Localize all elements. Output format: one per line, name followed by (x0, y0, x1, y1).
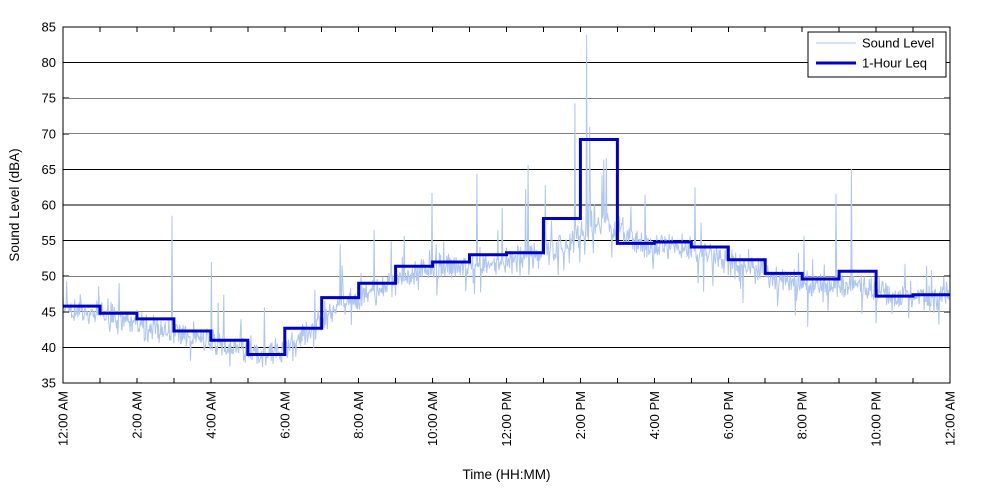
x-tick-label: 8:00 AM (351, 391, 366, 439)
y-tick-label: 70 (42, 126, 56, 141)
y-tick-label: 60 (42, 198, 56, 213)
x-tick-label: 6:00 PM (721, 391, 736, 439)
x-tick-label: 6:00 AM (277, 391, 292, 439)
y-tick-label: 65 (42, 162, 56, 177)
axis-ticks (62, 26, 951, 384)
y-tick-label: 85 (42, 20, 56, 35)
y-tick-label: 45 (42, 304, 56, 319)
legend-box (807, 31, 947, 78)
x-tick-label: 4:00 PM (647, 391, 662, 439)
legend-label-1: 1-Hour Leq (862, 56, 927, 71)
y-tick-label: 55 (42, 233, 56, 248)
x-tick-label: 12:00 AM (56, 391, 71, 446)
y-tick-labels: 35 40 45 50 55 60 65 70 75 80 85 (42, 20, 56, 391)
x-tick-label: 10:00 AM (425, 391, 440, 446)
y-tick-label: 35 (42, 376, 56, 391)
x-tick-label: 2:00 AM (129, 391, 144, 439)
legend: Sound Level 1-Hour Leq (807, 31, 947, 78)
legend-label-0: Sound Level (862, 36, 934, 51)
x-tick-label: 4:00 AM (203, 391, 218, 439)
x-tick-label: 2:00 PM (573, 391, 588, 439)
y-tick-label: 80 (42, 55, 56, 70)
x-tick-label: 8:00 PM (795, 391, 810, 439)
x-tick-label: 12:00 AM (943, 391, 958, 446)
x-axis-title: Time (HH:MM) (463, 467, 551, 482)
x-tick-labels: 12:00 AM 2:00 AM 4:00 AM 6:00 AM 8:00 AM 10:0… (56, 391, 958, 447)
y-axis-title: Sound Level (dBA) (7, 148, 22, 261)
y-tick-label: 75 (42, 91, 56, 106)
x-tick-label: 12:00 PM (499, 391, 514, 447)
y-tick-label: 50 (42, 269, 56, 284)
leq-series (63, 138, 950, 356)
y-tick-label: 40 (42, 340, 56, 355)
x-tick-label: 10:00 PM (869, 391, 884, 447)
